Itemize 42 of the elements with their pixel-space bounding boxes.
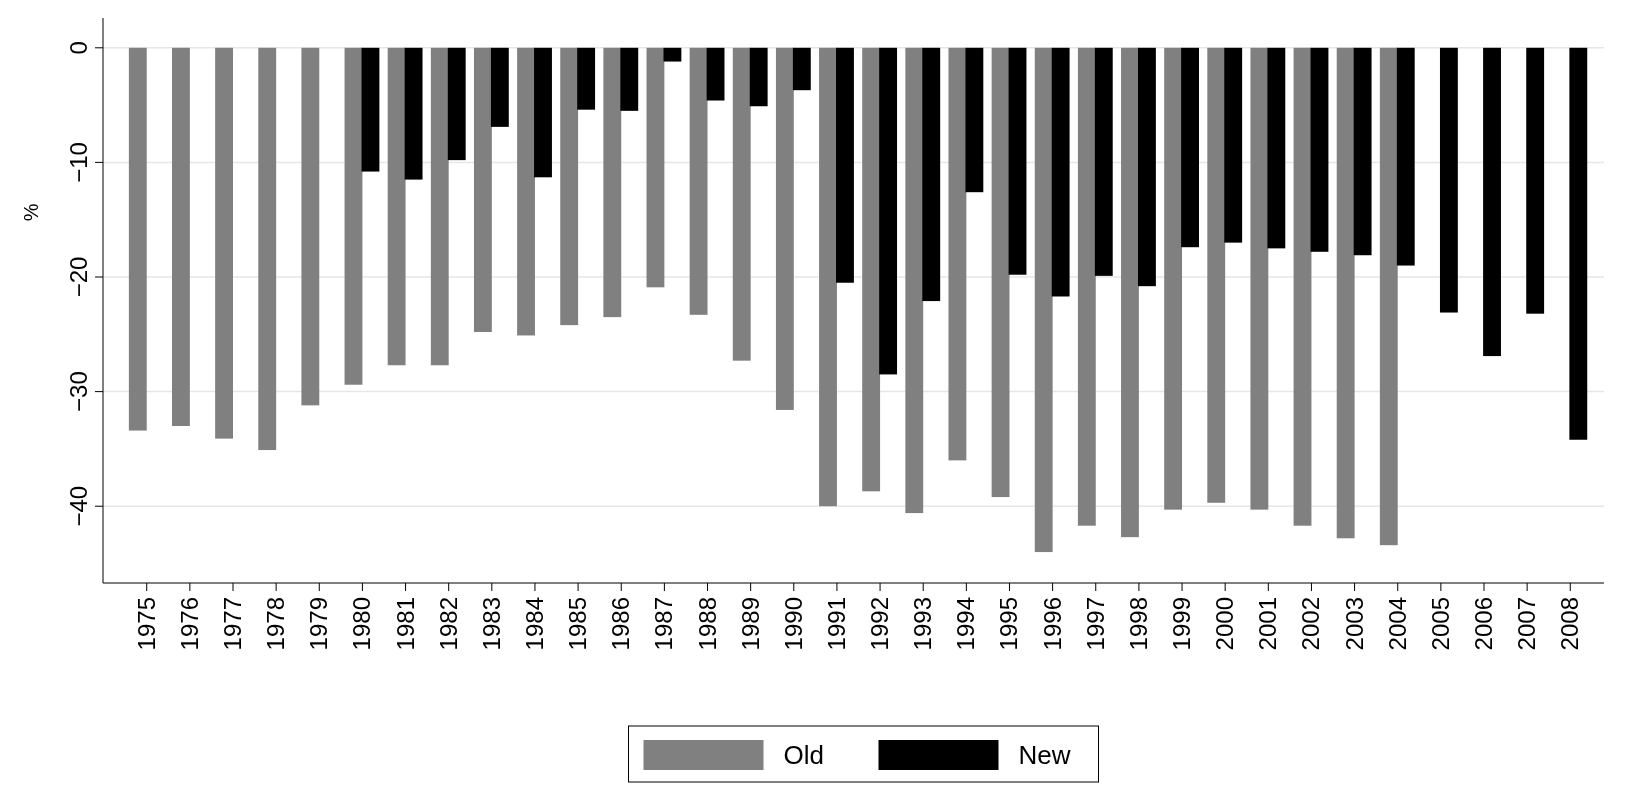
x-tick-label: 1985 [564,597,592,651]
x-tick-label: 1990 [779,597,807,651]
x-tick-label: 1987 [650,597,678,651]
x-tick-label: 2004 [1383,597,1411,651]
x-tick-label: 1988 [693,597,721,651]
x-tick-label: 1980 [348,597,376,651]
legend-label: Old [783,740,824,770]
x-tick-label: 1991 [822,597,850,651]
x-tick-label: 1975 [132,597,160,651]
x-tick-label: 1978 [262,597,290,651]
y-axis-title: % [20,203,42,222]
x-tick-label: 1979 [305,597,333,651]
x-tick-label: 1996 [1038,597,1066,651]
x-tick-label: 2000 [1211,597,1239,651]
x-tick-label: 1999 [1168,597,1196,651]
x-tick-label: 1993 [909,597,937,651]
x-tick-label: 1986 [607,597,635,651]
x-tick-label: 2001 [1254,597,1282,651]
y-tick-label: 0 [65,41,92,55]
x-tick-label: 1984 [520,597,548,651]
x-tick-label: 2005 [1426,597,1454,651]
x-tick-label: 1995 [995,597,1023,651]
y-tick-label: −30 [65,371,92,412]
legend-label: New [1018,740,1071,770]
x-tick-label: 1977 [219,597,246,651]
x-tick-label: 1994 [952,597,980,651]
x-tick-label: 1983 [477,597,505,651]
x-tick-label: 1989 [736,597,764,651]
x-tick-label: 1976 [175,597,203,651]
y-tick-label: −10 [65,142,92,183]
x-tick-label: 1997 [1081,597,1109,651]
x-tick-label: 2003 [1340,597,1368,651]
x-tick-label: 1981 [391,597,419,651]
x-tick-label: 1982 [434,597,462,651]
x-tick-label: 2007 [1513,597,1541,651]
x-tick-label: 2002 [1297,597,1325,651]
x-tick-label: 1998 [1124,597,1152,651]
x-tick-label: 1992 [866,597,894,651]
x-tick-label: 2008 [1556,597,1584,651]
y-tick-label: −40 [65,485,92,527]
x-tick-label: 2006 [1470,597,1497,651]
y-tick-label: −20 [65,256,92,298]
